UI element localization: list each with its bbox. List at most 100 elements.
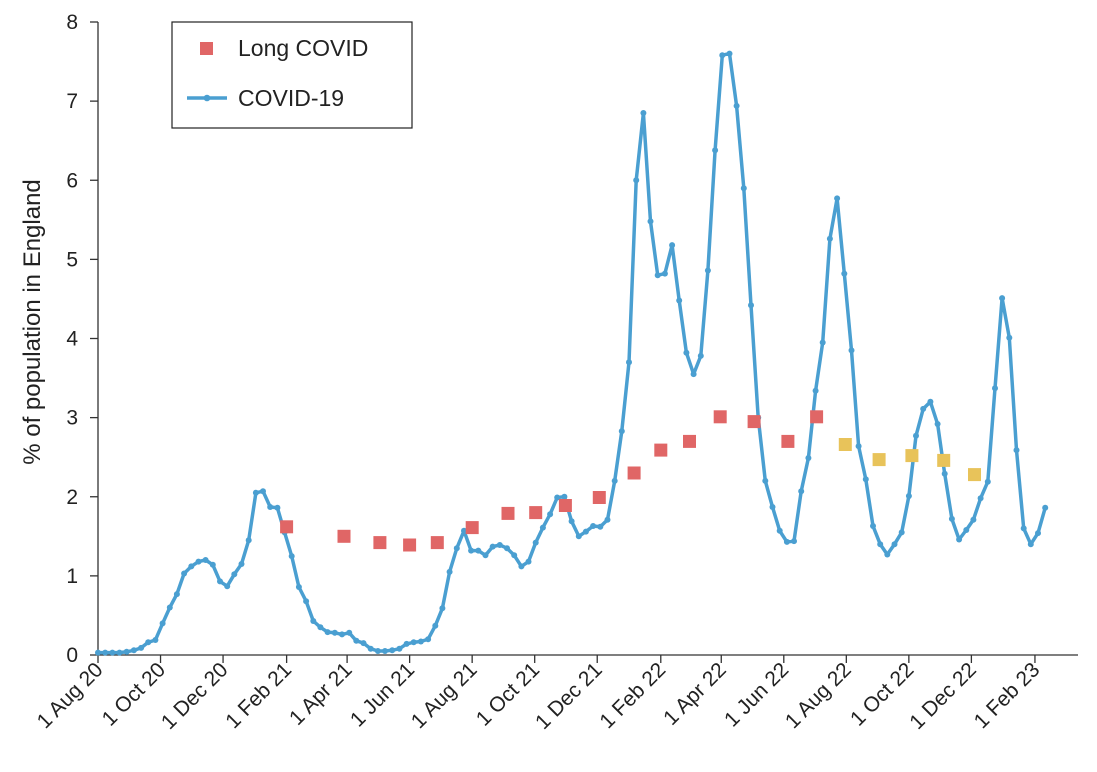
- covid-19-point: [877, 541, 884, 548]
- covid-19-point: [913, 432, 919, 439]
- covid-19-point: [396, 645, 403, 652]
- covid-19-point: [267, 504, 274, 510]
- covid-19-point: [597, 523, 604, 530]
- x-tick-label: 1 Feb 21: [221, 658, 296, 733]
- covid-19-point: [898, 529, 905, 536]
- covid-19-point: [776, 527, 783, 534]
- covid-19-point: [762, 477, 769, 484]
- covid-19-point: [217, 578, 223, 585]
- covid-19-point: [1035, 530, 1041, 537]
- long-covid-point: [937, 453, 951, 467]
- covid-19-point: [618, 428, 625, 435]
- covid-19-point: [841, 270, 848, 277]
- long-covid-point: [872, 453, 886, 467]
- covid-19-point: [1020, 525, 1027, 532]
- covid-19-point: [791, 538, 797, 545]
- covid-19-point: [611, 477, 618, 484]
- covid-19-point: [1042, 504, 1049, 511]
- covid-19-point: [453, 545, 460, 552]
- x-tick-label: 1 Aug 21: [407, 658, 482, 733]
- long-covid-point: [713, 410, 727, 424]
- covid-19-point: [640, 110, 647, 116]
- x-tick-label: 1 Jun 21: [346, 658, 419, 731]
- covid-19-point: [238, 561, 245, 567]
- covid-19-series: [95, 50, 1049, 656]
- covid-19-point: [331, 629, 338, 636]
- covid-19-point: [647, 218, 654, 225]
- covid-19-point: [1027, 541, 1034, 548]
- y-tick-label: 7: [66, 90, 78, 113]
- covid-19-point: [360, 640, 367, 647]
- covid-19-point: [783, 538, 790, 545]
- x-tick-label: 1 Apr 22: [659, 658, 731, 730]
- covid-19-point: [295, 584, 302, 590]
- y-tick-label: 4: [66, 328, 78, 351]
- covid-19-point: [948, 515, 955, 522]
- covid-19-point: [188, 563, 195, 570]
- long-covid-point: [838, 438, 852, 451]
- covid-19-point: [389, 647, 396, 654]
- covid-19-point: [984, 478, 991, 485]
- covid-19-point: [532, 539, 539, 546]
- covid-19-point: [812, 387, 819, 394]
- covid-19-point: [905, 493, 912, 499]
- covid-19-point: [425, 636, 432, 643]
- covid-19-point: [252, 489, 259, 496]
- covid-19-point: [697, 352, 704, 359]
- covid-19-point: [274, 504, 281, 511]
- covid-19-point: [862, 476, 869, 483]
- covid-19-point: [1006, 334, 1013, 341]
- y-tick-label: 3: [66, 407, 78, 430]
- covid-19-point: [733, 102, 740, 109]
- legend: Long COVID COVID-19: [171, 21, 413, 129]
- covid-19-point: [805, 455, 812, 461]
- covid-19-point: [123, 648, 130, 655]
- covid-19-point: [138, 644, 145, 651]
- covid-19-point: [130, 647, 137, 654]
- covid-19-point: [482, 552, 489, 559]
- covid-19-point: [590, 523, 597, 529]
- long-covid-point: [905, 449, 919, 463]
- long-covid-point: [465, 521, 479, 535]
- legend-box: [171, 21, 413, 129]
- covid-19-point: [382, 648, 388, 654]
- covid-19-point: [676, 297, 683, 304]
- covid-19-point: [719, 52, 726, 59]
- covid-19-point: [834, 195, 841, 202]
- covid-19-point: [173, 591, 180, 598]
- x-tick-label: 1 Dec 20: [157, 658, 233, 734]
- covid-19-point: [202, 557, 209, 563]
- long-covid-point: [280, 520, 294, 534]
- covid-19-point: [582, 528, 589, 535]
- covid-19-point: [439, 605, 446, 612]
- long-covid-point: [501, 506, 515, 520]
- covid-19-point: [690, 371, 697, 378]
- covid-19-point: [977, 495, 984, 502]
- covid-19-point: [346, 629, 353, 636]
- covid-19-point: [475, 547, 482, 554]
- x-tick-label: 1 Feb 23: [970, 658, 1045, 733]
- covid-19-point: [288, 553, 295, 560]
- covid-19-point: [145, 639, 152, 646]
- covid-19-point: [604, 516, 611, 523]
- covid-19-point: [504, 545, 510, 552]
- x-tick-label: 1 Jun 22: [720, 658, 793, 731]
- long-covid-point: [627, 466, 641, 480]
- covid-19-point: [303, 598, 310, 605]
- covid-19-point: [999, 295, 1006, 302]
- covid-19-point: [195, 558, 202, 565]
- covid-19-point: [669, 242, 676, 249]
- covid-19-point: [518, 563, 525, 570]
- covid-19-point: [432, 622, 439, 629]
- covid-19-point: [468, 547, 475, 554]
- y-axis-title: % of population in England: [19, 179, 46, 465]
- covid-19-point: [116, 649, 123, 656]
- x-tick-label: 1 Feb 22: [595, 658, 670, 733]
- legend-long-covid-label: Long COVID: [238, 35, 368, 61]
- covid-19-point: [339, 631, 345, 638]
- covid-19-point: [109, 649, 116, 656]
- covid-19-point: [826, 235, 833, 242]
- y-tick-label: 8: [66, 11, 78, 34]
- covid-19-point: [870, 523, 876, 529]
- covid-19-point: [927, 398, 934, 405]
